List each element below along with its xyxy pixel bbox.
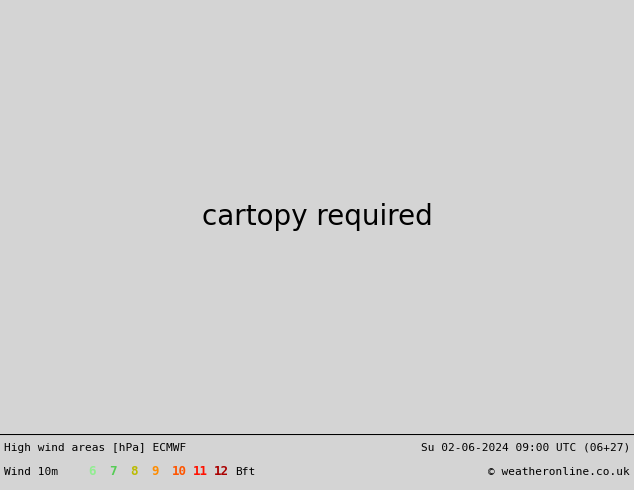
Text: cartopy required: cartopy required bbox=[202, 203, 432, 231]
Text: 9: 9 bbox=[151, 466, 158, 478]
Text: High wind areas [hPa] ECMWF: High wind areas [hPa] ECMWF bbox=[4, 443, 186, 453]
Text: 10: 10 bbox=[172, 466, 187, 478]
Text: 8: 8 bbox=[130, 466, 138, 478]
Text: © weatheronline.co.uk: © weatheronline.co.uk bbox=[488, 467, 630, 477]
Text: 6: 6 bbox=[88, 466, 96, 478]
Text: Wind 10m: Wind 10m bbox=[4, 467, 58, 477]
Text: Bft: Bft bbox=[235, 467, 256, 477]
Text: 12: 12 bbox=[214, 466, 229, 478]
Text: Su 02-06-2024 09:00 UTC (06+27): Su 02-06-2024 09:00 UTC (06+27) bbox=[421, 443, 630, 453]
Text: 11: 11 bbox=[193, 466, 208, 478]
Text: 7: 7 bbox=[109, 466, 117, 478]
